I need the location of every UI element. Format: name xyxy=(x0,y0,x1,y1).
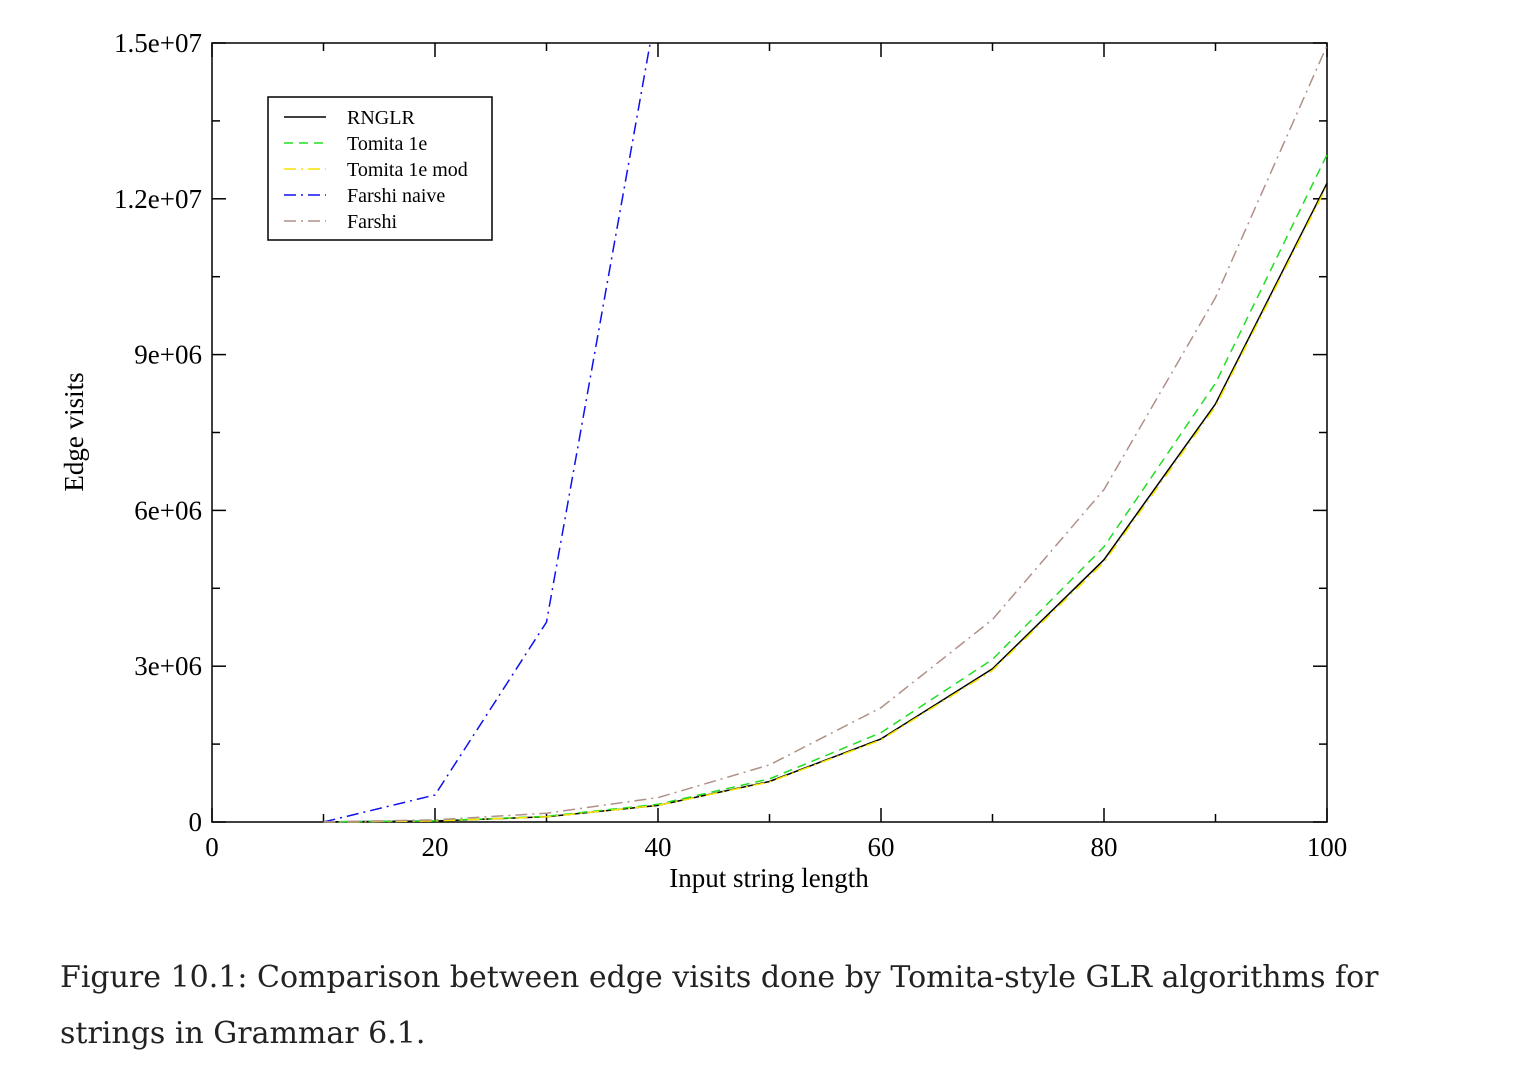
series-line-rnglr xyxy=(323,182,1328,823)
axis-ticks xyxy=(211,42,1328,823)
legend-label: Farshi naive xyxy=(347,185,445,207)
x-tick-label: 80 xyxy=(1091,832,1118,862)
legend-label: Tomita 1e xyxy=(347,133,427,155)
x-tick-label: 0 xyxy=(205,832,219,862)
y-tick-label: 1.2e+07 xyxy=(114,184,202,214)
y-tick-label: 6e+06 xyxy=(134,495,202,525)
y-axis-label: Edge visits xyxy=(59,372,89,491)
y-tick-label: 0 xyxy=(189,807,203,837)
y-tick-label: 3e+06 xyxy=(134,651,202,681)
legend-label: Farshi xyxy=(347,211,397,233)
plot-lines xyxy=(323,42,1328,823)
legend-label: Tomita 1e mod xyxy=(347,159,468,181)
series-line-tomita-1e xyxy=(323,154,1328,823)
x-tick-label: 60 xyxy=(868,832,895,862)
series-line-tomita-1e-mod xyxy=(323,185,1328,823)
y-tick-label: 9e+06 xyxy=(134,340,202,370)
series-line-farshi xyxy=(323,45,1328,823)
tick-labels: 0 20 40 60 80 100 0 3e+06 6e+06 9e+06 1.2e+07 1.5e+… xyxy=(114,28,1347,862)
x-tick-label: 40 xyxy=(645,832,672,862)
x-axis-label: Input string length xyxy=(669,863,869,893)
legend-box xyxy=(267,96,493,241)
legend-label: RNGLR xyxy=(347,107,415,129)
x-tick-label: 100 xyxy=(1307,832,1348,862)
series-line-farshi-naive xyxy=(323,42,651,823)
y-tick-label: 1.5e+07 xyxy=(114,28,202,58)
figure-caption: Figure 10.1: Comparison between edge vis… xyxy=(60,960,1379,1051)
legend: RNGLR Tomita 1e Tomita 1e mod Farshi naive F… xyxy=(267,96,493,241)
x-tick-label: 20 xyxy=(422,832,449,862)
line-chart: 0 20 40 60 80 100 0 3e+06 6e+06 9e+06 1.2e+07 1.5e+… xyxy=(59,28,1347,893)
